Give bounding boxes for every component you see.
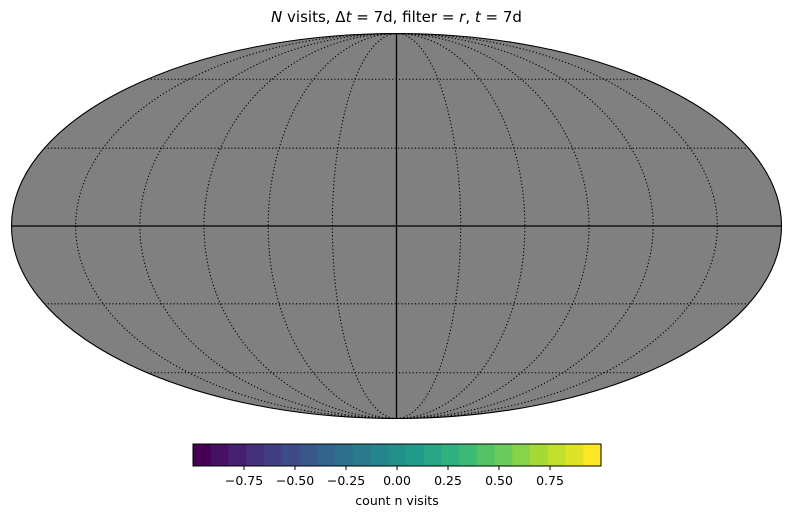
sky-map <box>10 32 783 420</box>
colorbar-swatch <box>352 444 371 466</box>
map-outline <box>10 32 783 420</box>
colorbar-swatch <box>210 444 230 466</box>
colorbar-swatch <box>334 444 354 466</box>
colorbar-swatch <box>512 444 531 466</box>
colorbar-tick-label: 0.50 <box>485 473 513 488</box>
colorbar-swatch <box>193 444 212 466</box>
colorbar-swatch <box>388 444 407 466</box>
colorbar-swatch <box>317 444 336 466</box>
colorbar-tick-label: −0.50 <box>276 473 314 488</box>
colorbar-swatch <box>370 444 389 466</box>
colorbar-swatch <box>405 444 425 466</box>
graticule-meridian <box>203 32 397 420</box>
colorbar-swatch <box>583 444 602 466</box>
colorbar-swatch <box>476 444 496 466</box>
colorbar-swatch <box>565 444 584 466</box>
colorbar-swatch <box>547 444 567 466</box>
colorbar-swatch <box>459 444 478 466</box>
graticule-meridian <box>396 32 590 420</box>
colorbar-tick-label: 0.25 <box>434 473 462 488</box>
colorbar-swatch <box>530 444 549 466</box>
colorbar-tick-label: −0.75 <box>225 473 263 488</box>
colorbar-tick-label: 0.00 <box>383 473 411 488</box>
colorbar-swatch <box>494 444 513 466</box>
colorbar-swatch <box>281 444 301 466</box>
colorbar-swatch <box>228 444 247 466</box>
colorbar: −0.75 −0.50 −0.25 0.00 0.25 0.50 0.75 count n v… <box>192 443 602 508</box>
colorbar-swatch <box>246 444 265 466</box>
colorbar-swatch <box>299 444 318 466</box>
colorbar-tick-label: −0.25 <box>327 473 365 488</box>
colorbar-swatch <box>263 444 283 466</box>
colorbar-tick-label: 0.75 <box>536 473 564 488</box>
colorbar-swatch <box>441 444 460 466</box>
colorbar-label: count n visits <box>355 493 438 508</box>
colorbar-swatch <box>423 444 442 466</box>
chart-title: N visits, Δt = 7d, filter = r, t = 7d <box>271 8 522 26</box>
